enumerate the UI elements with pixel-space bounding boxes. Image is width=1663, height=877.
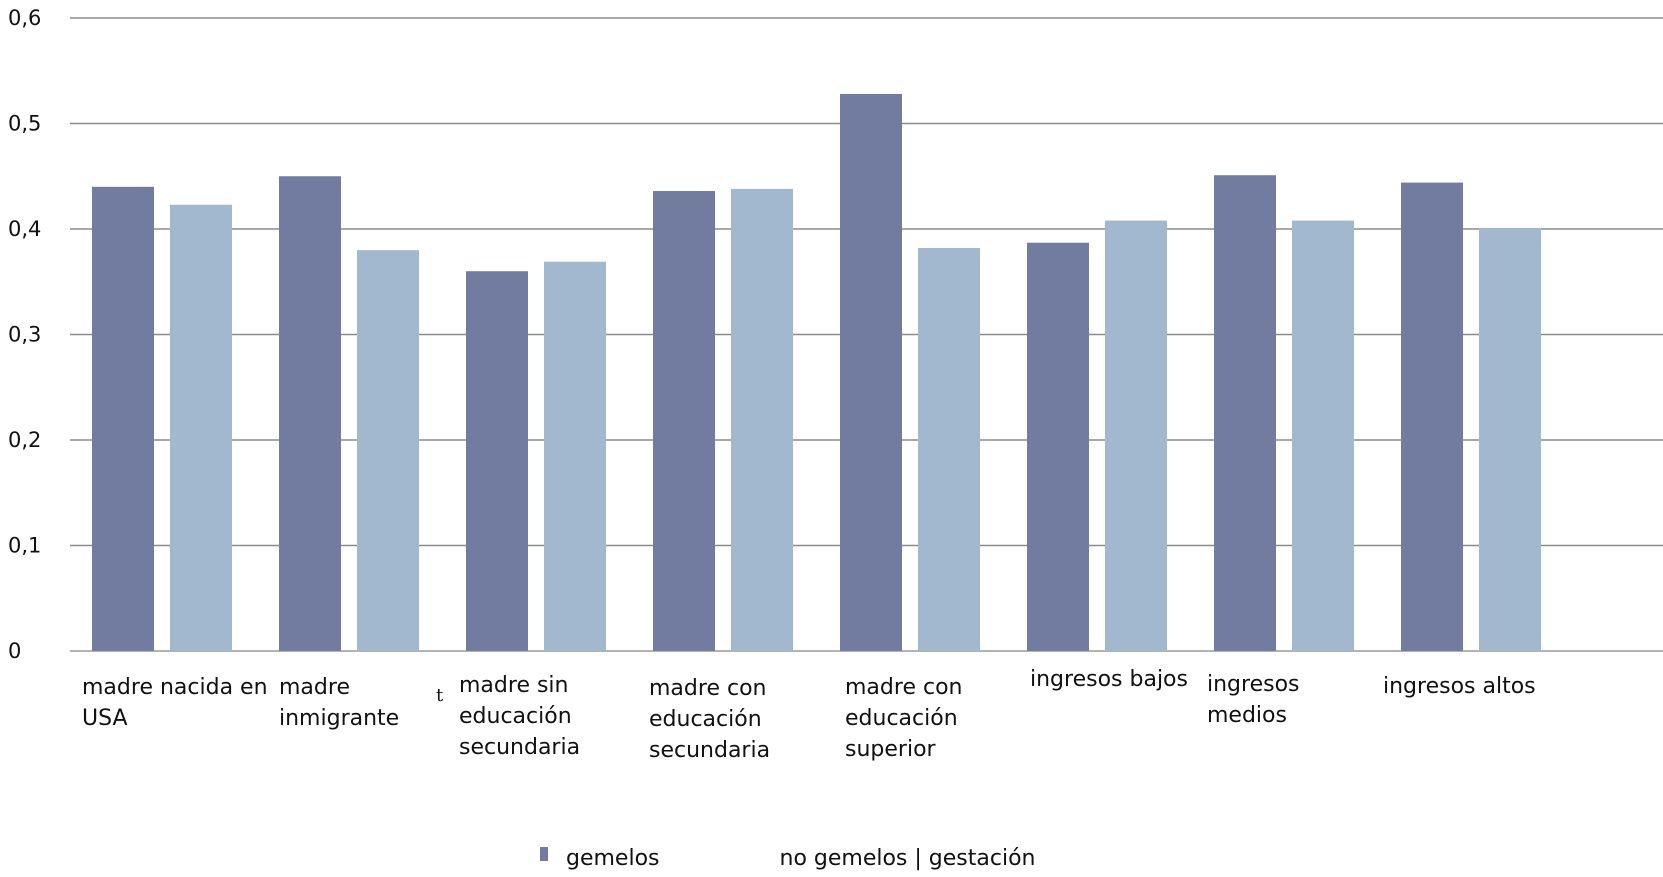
legend-label-no-gemelos: no gemelos | gestación xyxy=(779,846,1036,871)
legend-item-no-gemelos: no gemelos | gestación xyxy=(780,846,1036,871)
y-tick-label: 0,5 xyxy=(8,112,41,136)
bar-no-gemelos-2 xyxy=(544,261,606,651)
bar-gemelos-4 xyxy=(840,93,902,651)
bar-no-gemelos-1 xyxy=(357,250,419,651)
legend-item-gemelos: gemelos xyxy=(540,846,660,871)
bar-no-gemelos-5 xyxy=(1105,220,1167,651)
bar-gemelos-2 xyxy=(466,271,528,651)
bar-no-gemelos-7 xyxy=(1479,227,1541,651)
bar-no-gemelos-6 xyxy=(1292,220,1354,651)
legend-label-gemelos: gemelos xyxy=(566,846,660,871)
y-tick-label: 0,4 xyxy=(8,217,41,241)
bar-gemelos-0 xyxy=(92,186,154,652)
y-tick-label: 0,2 xyxy=(8,428,41,452)
y-tick-label: 0,6 xyxy=(8,6,41,30)
bar-gemelos-1 xyxy=(279,176,341,651)
bar-no-gemelos-4 xyxy=(918,247,980,652)
x-tick-label: ingresos bajos xyxy=(1030,667,1188,692)
y-tick-label: 0 xyxy=(8,639,21,663)
y-tick-label: 0,3 xyxy=(8,323,41,347)
bar-gemelos-6 xyxy=(1214,175,1276,651)
x-tick-label: ingresos altos xyxy=(1383,674,1536,699)
x-tick-label: madre nacida en USA xyxy=(82,675,268,731)
bar-gemelos-3 xyxy=(653,191,715,651)
stray-character: t xyxy=(436,685,444,706)
x-tick-label: madre sin educación secundaria xyxy=(459,673,581,760)
bar-gemelos-7 xyxy=(1401,182,1463,651)
x-tick-label: madre con educación secundaria xyxy=(649,676,771,763)
bar-gemelos-5 xyxy=(1027,242,1089,651)
legend-swatch-gemelos xyxy=(540,846,548,861)
legend: gemelos no gemelos | gestación xyxy=(540,846,1155,871)
bar-no-gemelos-0 xyxy=(170,204,232,652)
x-tick-label: ingresos medios xyxy=(1207,672,1300,728)
bar-no-gemelos-3 xyxy=(731,188,793,651)
y-tick-label: 0,1 xyxy=(8,534,41,558)
x-tick-label: madre con educación superior xyxy=(845,675,963,762)
x-tick-label: madre inmigrante xyxy=(279,675,400,731)
